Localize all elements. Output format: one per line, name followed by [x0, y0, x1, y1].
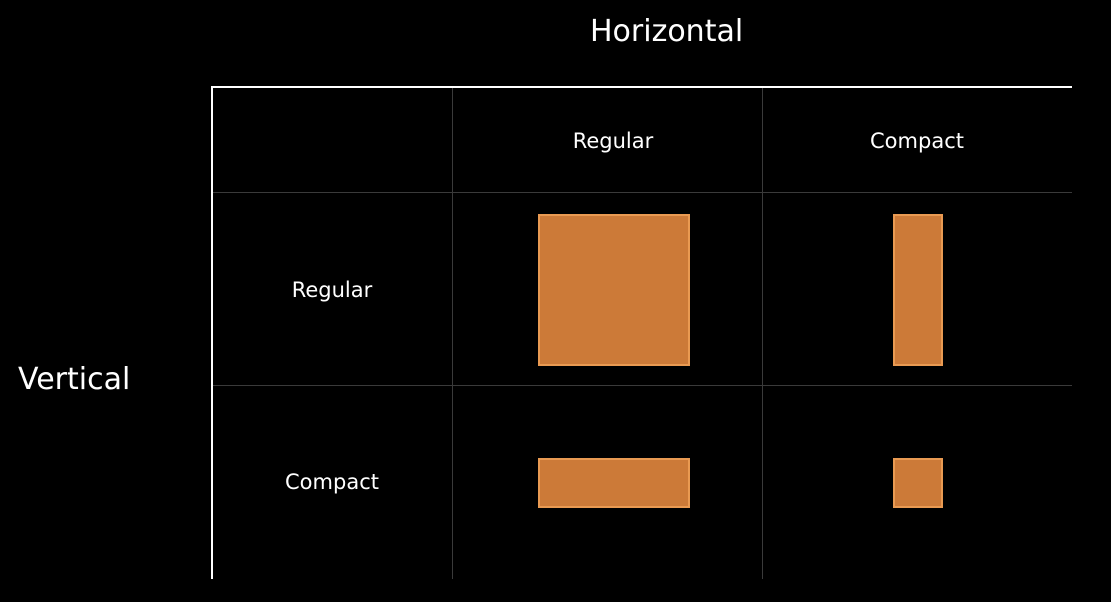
box-compact-regular — [538, 458, 690, 508]
vertical-axis-title: Vertical — [18, 362, 131, 397]
left-axis-line — [211, 86, 213, 579]
grid-line-vertical-2 — [762, 88, 763, 579]
top-axis-line — [212, 86, 1072, 88]
grid-line-horizontal-2 — [213, 385, 1072, 386]
box-compact-compact — [893, 458, 943, 508]
row-header-regular: Regular — [291, 278, 373, 302]
grid-line-vertical-1 — [452, 88, 453, 579]
column-header-compact: Compact — [870, 129, 964, 153]
box-regular-regular — [538, 214, 690, 366]
column-header-regular: Regular — [572, 129, 654, 153]
horizontal-axis-title: Horizontal — [590, 14, 744, 49]
grid-line-horizontal-1 — [213, 192, 1072, 193]
row-header-compact: Compact — [285, 470, 379, 494]
box-regular-compact — [893, 214, 943, 366]
